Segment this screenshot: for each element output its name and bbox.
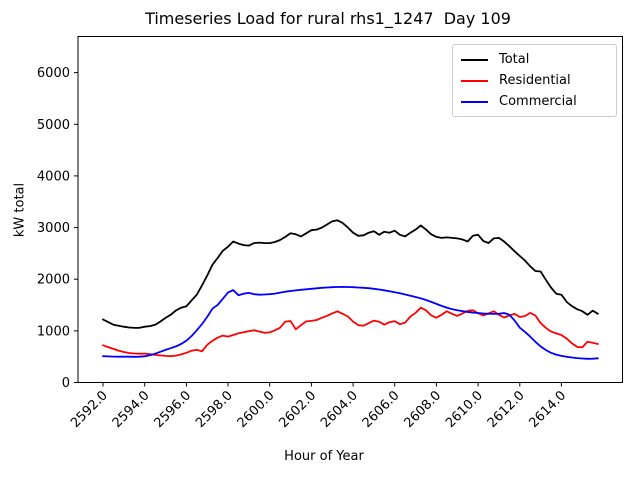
- x-tick-label: 2608.0: [401, 388, 444, 431]
- legend-line-sample-commercial: [461, 100, 488, 103]
- series-line-total: [102, 219, 599, 329]
- y-tick-label: 4000: [37, 169, 70, 184]
- x-tick-label: 2592.0: [68, 388, 111, 431]
- chart-title: Timeseries Load for rural rhs1_1247 Day …: [145, 9, 511, 28]
- x-axis-label: Hour of Year: [284, 449, 364, 464]
- y-tick-label: 6000: [37, 66, 70, 81]
- series-line-commercial: [102, 285, 599, 360]
- x-tick-label: 2606.0: [360, 388, 403, 431]
- x-tick-label: 2600.0: [235, 388, 278, 431]
- x-tick-label: 2604.0: [318, 388, 361, 431]
- x-tick-label: 2594.0: [110, 388, 153, 431]
- legend-label-total: Total: [499, 52, 530, 67]
- y-tick-label: 1000: [37, 324, 70, 339]
- series-line-residential: [102, 306, 599, 358]
- x-tick-label: 2610.0: [443, 388, 486, 431]
- legend-label-residential: Residential: [499, 73, 571, 88]
- y-tick-label: 3000: [37, 221, 70, 236]
- y-tick-label: 2000: [37, 273, 70, 288]
- x-tick-label: 2602.0: [276, 388, 319, 431]
- x-tick-label: 2598.0: [193, 388, 236, 431]
- x-tick-label: 2612.0: [485, 388, 528, 431]
- legend: Total Residential Commercial: [452, 44, 617, 117]
- y-axis-label: kW total: [12, 182, 28, 238]
- y-tick-label: 5000: [37, 118, 70, 133]
- legend-label-commercial: Commercial: [499, 94, 577, 109]
- x-tick-label: 2596.0: [151, 388, 194, 431]
- x-tick-label: 2614.0: [526, 388, 569, 431]
- legend-item-total: Total: [461, 49, 608, 70]
- y-tick-label: 0: [62, 376, 70, 391]
- legend-item-commercial: Commercial: [461, 91, 608, 112]
- legend-line-sample-total: [461, 58, 488, 61]
- legend-item-residential: Residential: [461, 70, 608, 91]
- legend-line-sample-residential: [461, 79, 488, 82]
